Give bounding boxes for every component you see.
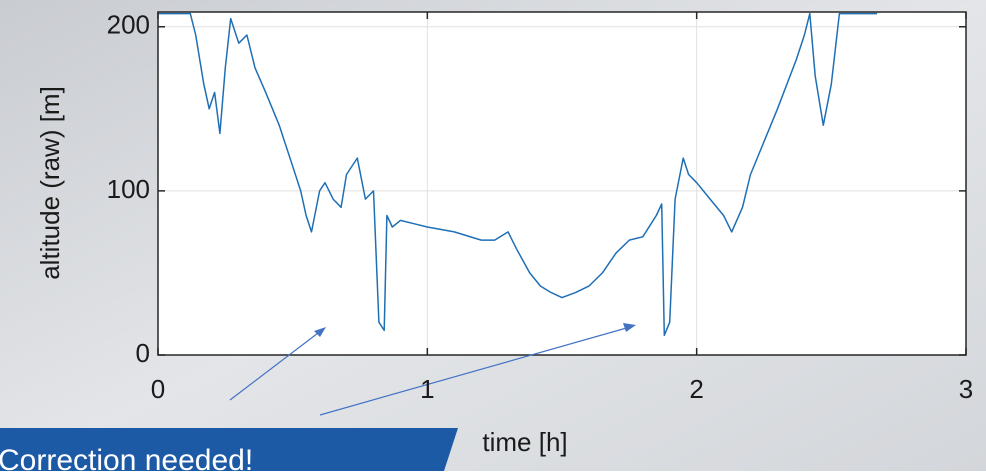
plot-area (158, 12, 966, 355)
data-line (158, 12, 878, 337)
x-tick-label: 3 (959, 374, 973, 404)
y-tick-label: 200 (107, 10, 150, 40)
arrow-head (314, 327, 326, 337)
y-tick-label: 0 (136, 338, 150, 368)
y-axis-label: altitude (raw) [m] (35, 86, 65, 280)
x-tick-label: 2 (689, 374, 703, 404)
x-tick-label: 1 (420, 374, 434, 404)
y-tick-label: 100 (107, 174, 150, 204)
axes-frame (157, 11, 967, 356)
arrow (319, 326, 631, 416)
plot (158, 12, 878, 337)
callout-text: Correction needed! (0, 444, 253, 471)
arrow-head (623, 323, 636, 332)
arrow (229, 329, 323, 401)
x-axis-label: time [h] (482, 427, 567, 457)
callout-banner (0, 428, 458, 471)
x-tick-label: 0 (151, 374, 165, 404)
